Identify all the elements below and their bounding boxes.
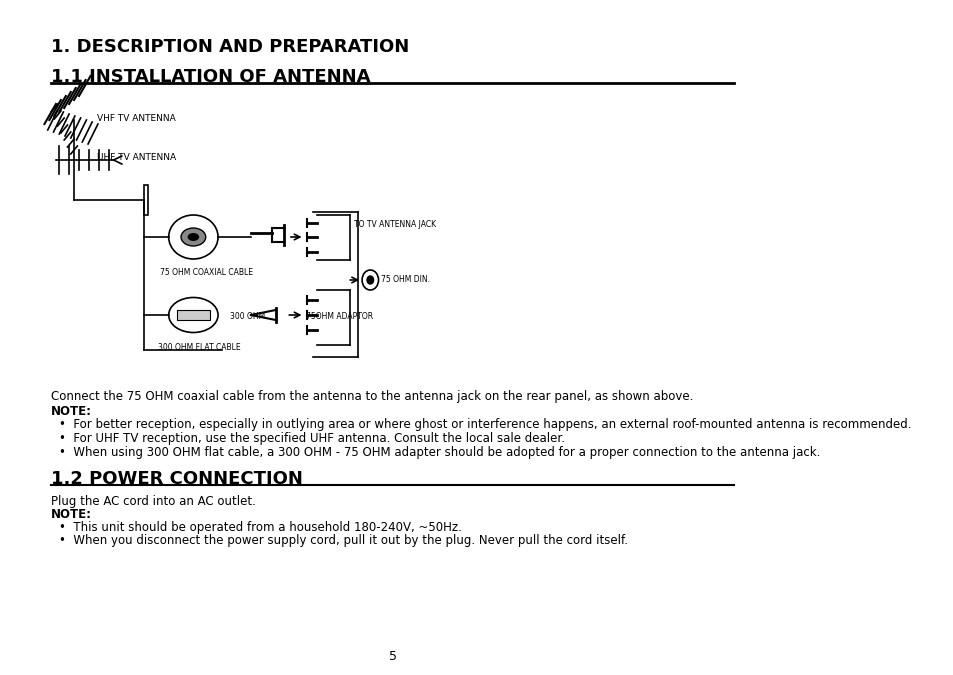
Text: NOTE:: NOTE: <box>51 508 91 521</box>
Text: VHF TV ANTENNA: VHF TV ANTENNA <box>97 114 175 123</box>
Bar <box>144 185 148 215</box>
Text: 75OHM ADAPTOR: 75OHM ADAPTOR <box>306 312 373 321</box>
Text: •  For better reception, especially in outlying area or where ghost or interfere: • For better reception, especially in ou… <box>59 418 911 431</box>
Ellipse shape <box>188 233 199 241</box>
Text: 300 OHM: 300 OHM <box>231 312 265 321</box>
Text: •  When you disconnect the power supply cord, pull it out by the plug. Never pul: • When you disconnect the power supply c… <box>59 534 628 547</box>
Text: 75 OHM DIN.: 75 OHM DIN. <box>380 275 430 284</box>
Text: TO TV ANTENNA JACK: TO TV ANTENNA JACK <box>354 220 436 229</box>
Text: 1. DESCRIPTION AND PREPARATION: 1. DESCRIPTION AND PREPARATION <box>51 38 409 56</box>
Text: •  For UHF TV reception, use the specified UHF antenna. Consult the local sale d: • For UHF TV reception, use the specifie… <box>59 432 565 445</box>
Text: 1.2 POWER CONNECTION: 1.2 POWER CONNECTION <box>51 470 303 488</box>
Bar <box>176 310 210 320</box>
Text: Connect the 75 OHM coaxial cable from the antenna to the antenna jack on the rea: Connect the 75 OHM coaxial cable from th… <box>51 390 693 403</box>
Ellipse shape <box>169 298 218 333</box>
Text: NOTE:: NOTE: <box>51 405 91 418</box>
Text: •  This unit should be operated from a household 180-240V, ~50Hz.: • This unit should be operated from a ho… <box>59 521 461 534</box>
Text: Plug the AC cord into an AC outlet.: Plug the AC cord into an AC outlet. <box>51 495 255 508</box>
Text: UHF TV ANTENNA: UHF TV ANTENNA <box>97 153 176 162</box>
Text: 300 OHM FLAT CABLE: 300 OHM FLAT CABLE <box>158 343 240 352</box>
Circle shape <box>362 270 378 290</box>
Text: •  When using 300 OHM flat cable, a 300 OHM - 75 OHM adapter should be adopted f: • When using 300 OHM flat cable, a 300 O… <box>59 446 820 459</box>
Text: 5: 5 <box>388 650 396 663</box>
Text: 75 OHM COAXIAL CABLE: 75 OHM COAXIAL CABLE <box>160 268 253 277</box>
Text: 1.1 INSTALLATION OF ANTENNA: 1.1 INSTALLATION OF ANTENNA <box>51 68 370 86</box>
Circle shape <box>367 276 374 284</box>
Ellipse shape <box>181 228 206 246</box>
Ellipse shape <box>169 215 218 259</box>
